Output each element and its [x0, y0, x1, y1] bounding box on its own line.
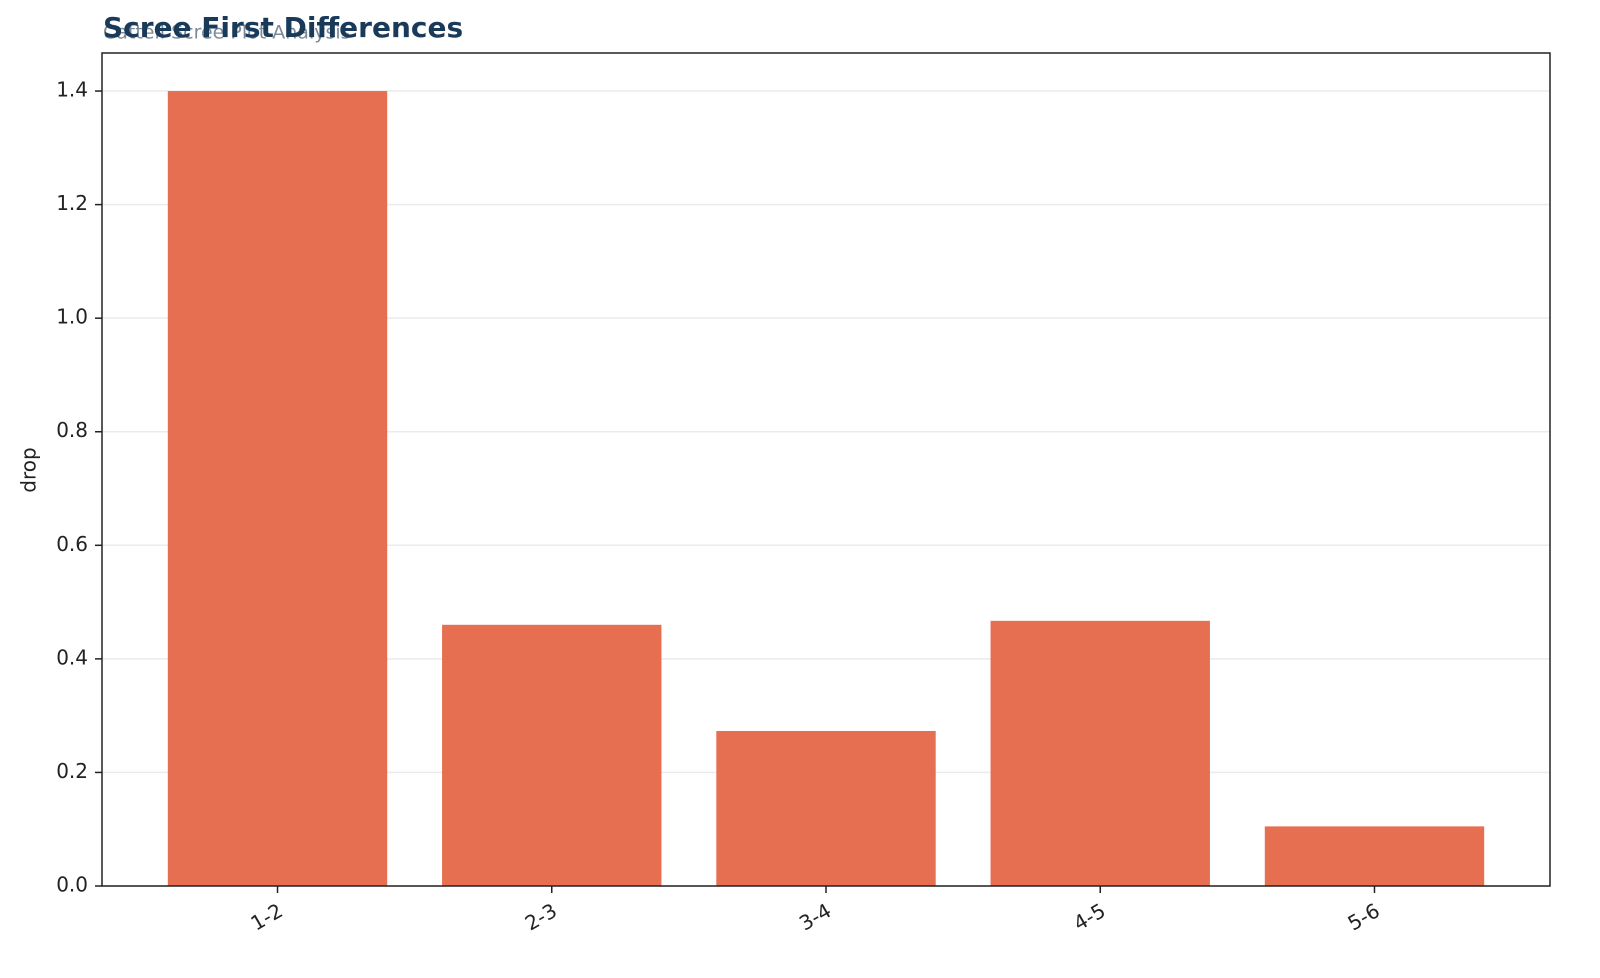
x-tick-label: 1-2: [246, 898, 286, 935]
y-tick-label: 0.8: [56, 418, 88, 442]
chart-subtitle: Cattell Scree Plot Analysis: [103, 22, 351, 44]
y-tick-label: 0.2: [56, 759, 88, 783]
bar: [990, 620, 1210, 886]
y-tick-label: 0.6: [56, 532, 88, 556]
bar: [716, 730, 936, 886]
y-tick-label: 1.0: [56, 305, 88, 329]
bar: [1264, 826, 1485, 886]
plot-frame: [101, 52, 1551, 887]
x-tick-label: 4-5: [1069, 898, 1109, 935]
x-tick-label: 3-4: [795, 898, 835, 935]
y-tick-label: 0.4: [56, 645, 88, 669]
x-tick-label: 5-6: [1343, 898, 1383, 935]
y-tick-label: 1.4: [56, 78, 88, 102]
x-tick-label: 2-3: [521, 898, 561, 935]
chart-title: Scree First Differences: [103, 11, 463, 44]
y-axis-label: drop: [17, 447, 41, 492]
y-tick-label: 1.2: [56, 191, 88, 215]
y-tick-label: 0.0: [56, 873, 88, 897]
bar: [167, 91, 388, 886]
bar: [442, 624, 662, 886]
